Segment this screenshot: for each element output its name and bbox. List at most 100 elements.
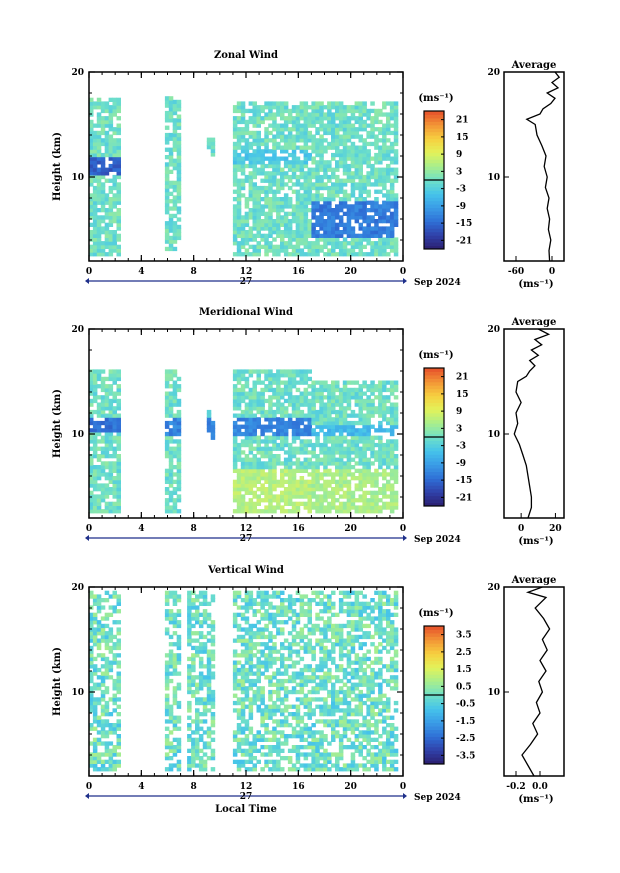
data-cell [172,642,178,647]
data-cell [307,509,312,514]
data-cell [358,174,363,180]
data-cell [287,420,293,426]
data-cell [89,678,94,684]
data-cell [346,391,352,396]
data-cell [92,123,98,128]
data-cell [323,431,328,437]
data-cell [191,656,196,662]
colorbar-swatch [424,381,444,386]
data-cell [176,387,182,393]
data-cell [358,108,363,114]
data-cell [264,645,269,651]
data-cell [244,490,250,495]
data-cell [303,439,309,444]
data-cell [311,204,316,209]
data-cell [252,424,257,429]
data-cell [272,167,277,172]
data-cell [248,715,254,720]
data-cell [116,189,121,194]
data-cell [291,138,297,143]
data-cell [315,664,320,669]
data-cell [354,182,360,187]
data-cell [280,241,285,246]
data-cell [240,244,246,249]
data-cell [303,156,309,161]
data-cell [260,108,265,114]
data-cell [287,138,293,143]
data-cell [89,413,94,418]
data-cell [232,171,238,176]
data-cell [307,642,312,647]
data-cell [168,191,174,196]
data-cell [283,620,289,625]
data-cell [295,134,301,139]
data-cell [295,189,301,194]
data-cell [389,417,395,422]
data-cell [338,182,344,187]
data-cell [303,675,309,680]
data-cell [362,174,367,180]
data-cell [187,715,192,720]
data-cell [92,204,98,209]
data-cell [252,233,257,238]
data-cell [331,479,336,484]
data-cell [315,138,320,143]
data-cell [92,498,98,503]
data-cell [108,163,114,169]
data-cell [210,712,216,717]
data-cell [116,461,121,466]
data-cell [256,219,261,224]
data-cell [210,428,216,433]
data-cell [248,226,254,231]
data-cell [236,230,242,235]
data-cell [315,745,320,750]
data-cell [187,642,192,647]
data-cell [315,741,320,746]
data-cell [291,671,297,676]
data-cell [346,380,352,385]
data-cell [108,420,114,426]
colorbar-swatch [424,447,444,452]
data-cell [311,490,316,495]
data-cell [307,620,312,625]
data-cell [116,689,121,695]
data-cell [272,656,277,662]
colorbar-swatch [424,388,444,393]
data-cell [248,642,254,647]
data-cell [315,387,320,393]
data-cell [307,689,312,695]
data-cell [307,678,312,684]
data-cell [176,634,182,640]
data-cell [280,653,285,658]
data-cell [236,446,242,451]
data-cell [96,476,102,481]
data-cell [378,208,383,213]
data-cell [240,163,246,169]
data-cell [232,197,238,202]
data-cell [268,468,273,473]
data-cell [358,156,363,161]
data-cell [236,450,242,455]
data-cell [92,483,98,488]
data-cell [248,682,254,687]
data-cell [358,446,363,451]
data-cell [272,222,277,227]
data-cell [374,409,379,415]
data-cell [331,233,336,238]
data-cell [276,446,281,451]
data-cell [206,420,212,426]
data-cell [354,244,360,249]
data-cell [176,125,182,130]
data-cell [276,189,281,194]
data-cell [338,219,344,224]
data-cell [280,439,285,444]
data-cell [346,130,352,136]
data-cell [96,609,102,614]
data-cell [287,653,293,658]
data-cell [191,730,196,735]
data-cell [291,472,297,477]
data-cell [244,219,250,224]
data-cell [291,119,297,125]
data-cell [295,712,301,717]
data-cell [291,763,297,768]
